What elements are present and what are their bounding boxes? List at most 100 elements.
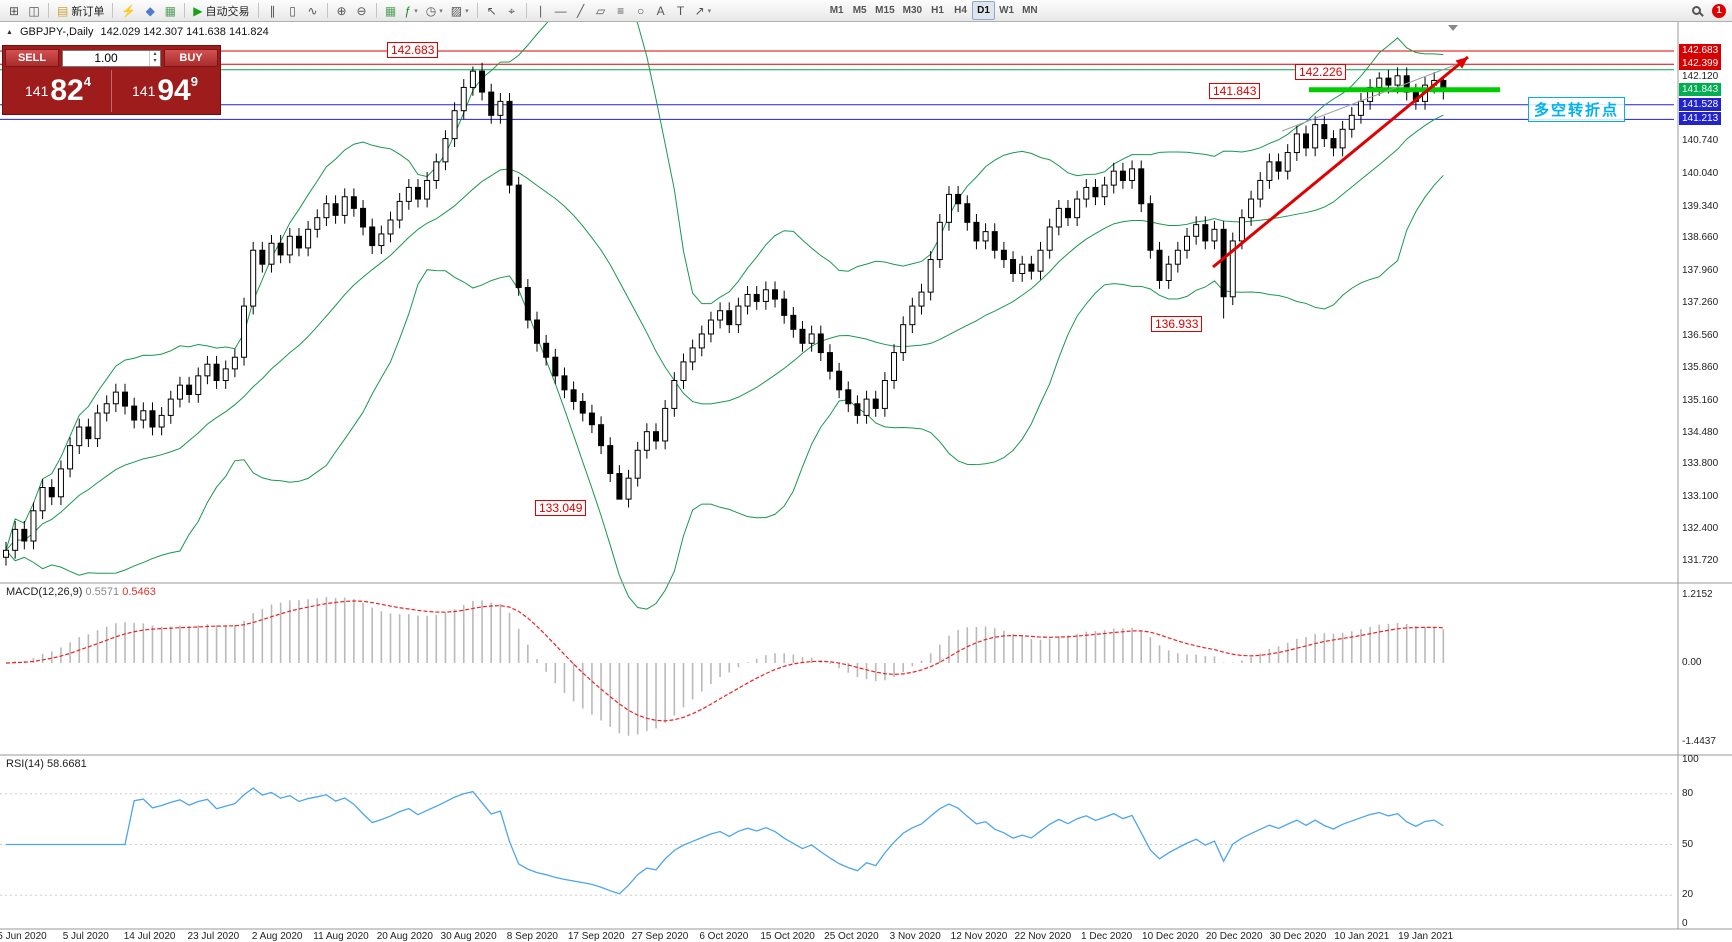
lot-down-icon[interactable]: ▾ xyxy=(153,58,157,64)
toolbar-separator xyxy=(48,3,49,18)
arrows-button[interactable]: ↗ ▾ xyxy=(691,1,716,20)
horizontal-line-button[interactable]: — xyxy=(551,1,571,20)
date-label: 5 Jun 2020 xyxy=(0,931,47,942)
macd-scale-zero: 0.00 xyxy=(1682,657,1702,668)
lot-up-icon[interactable]: ▴ xyxy=(153,51,157,57)
macd-value: 0.5571 xyxy=(85,586,120,598)
toolbar-separator xyxy=(184,3,186,18)
price-tick: 132.400 xyxy=(1682,523,1719,535)
sell-price: 141 82 4 xyxy=(5,70,112,112)
price-annotation[interactable]: 136.933 xyxy=(1151,316,1203,332)
date-label: 30 Dec 2020 xyxy=(1269,931,1327,942)
price-annotation[interactable]: 142.683 xyxy=(387,42,439,58)
bar-chart-icon: ∥ xyxy=(269,3,276,18)
channel-icon: ▱ xyxy=(595,3,606,18)
timeframe-w1[interactable]: W1 xyxy=(999,5,1015,16)
label-button[interactable]: T xyxy=(671,1,691,20)
script-button[interactable]: ⚡ xyxy=(117,1,140,20)
periods-button[interactable]: ◷ ▾ xyxy=(422,1,447,20)
date-label: 10 Jan 2021 xyxy=(1334,931,1390,942)
new-chart-icon: ⊞ xyxy=(8,3,20,18)
timeframe-m30[interactable]: M30 xyxy=(902,5,923,16)
collapse-triangle-icon[interactable]: ▲ xyxy=(6,28,13,36)
timeframe-d1[interactable]: D1 xyxy=(972,1,996,20)
candlestick-chart-button[interactable]: ▯ xyxy=(283,1,303,20)
price-annotation[interactable]: 133.049 xyxy=(535,500,587,516)
tile-windows-button[interactable]: ▦ xyxy=(381,1,401,20)
toolbar-separator xyxy=(476,3,478,18)
templates-button[interactable]: ▨ ▾ xyxy=(447,1,473,20)
fibonacci-button[interactable]: ≡ xyxy=(611,1,631,20)
date-label: 25 Oct 2020 xyxy=(824,931,879,942)
price-annotation[interactable]: 142.226 xyxy=(1295,64,1347,80)
new-order-button[interactable]: ▤ 新订单 xyxy=(53,1,108,20)
periods-icon: ◷ xyxy=(425,3,437,18)
search-icon xyxy=(1691,6,1701,15)
trendline-button[interactable]: ╱ xyxy=(571,1,591,20)
zoom-out-button[interactable]: ⊖ xyxy=(352,1,372,20)
timeframe-mn[interactable]: MN xyxy=(1022,5,1038,16)
auto-trading-button[interactable]: ▶ 自动交易 xyxy=(189,1,253,20)
timeframe-h4[interactable]: H4 xyxy=(954,5,967,16)
sell-price-pips: 82 xyxy=(50,74,84,107)
buy-button[interactable]: BUY xyxy=(164,49,218,67)
price-tick: 138.660 xyxy=(1682,232,1719,244)
search-button[interactable] xyxy=(1686,1,1706,20)
turning-point-note[interactable]: 多空转折点 xyxy=(1528,97,1626,122)
vertical-line-button[interactable]: ∣ xyxy=(531,1,551,20)
timeframe-m5[interactable]: M5 xyxy=(852,5,867,16)
history-button[interactable]: ◆ xyxy=(140,1,160,20)
date-label: 8 Sep 2020 xyxy=(506,931,558,942)
rsi-scale-tick: 100 xyxy=(1682,754,1699,765)
new-chart-button[interactable]: ⊞ xyxy=(4,1,24,20)
vertical-line-icon: ∣ xyxy=(537,3,544,18)
text-button[interactable]: A xyxy=(651,1,671,20)
rsi-value: 58.6681 xyxy=(46,758,87,770)
buy-price: 141 94 9 xyxy=(112,70,218,112)
terminal-button[interactable]: ▦ xyxy=(160,1,180,20)
chart-ohlc-header: ▲ GBPJPY-,Daily 142.029 142.307 141.638 … xyxy=(6,26,269,38)
sell-button[interactable]: SELL xyxy=(5,49,59,67)
lot-size-input[interactable]: 1.00 ▴ ▾ xyxy=(62,49,161,67)
notification-badge[interactable]: 1 xyxy=(1712,3,1726,18)
sell-price-prefix: 141 xyxy=(25,83,49,99)
timeframe-m1[interactable]: M1 xyxy=(829,5,844,16)
shapes-button[interactable]: ○ xyxy=(631,1,651,20)
chart-profiles-icon: ◫ xyxy=(28,3,40,18)
price-annotation[interactable]: 141.843 xyxy=(1209,83,1261,99)
line-chart-button[interactable]: ∿ xyxy=(303,1,323,20)
zoom-in-button[interactable]: ⊕ xyxy=(332,1,352,20)
price-tick: 137.960 xyxy=(1682,264,1719,276)
macd-signal-value: 0.5463 xyxy=(122,586,156,598)
rsi-scale-tick: 50 xyxy=(1682,838,1694,850)
toolbar: ⊞ ◫ ▤ 新订单 ⚡ ◆ ▦ ▶ 自动交易 ∥ ▯ ∿ ⊕ ⊖ ▦ ƒ ▾ ◷ ▾ ▨ ▾ ↖ ⌖ ∣ — ╱ ▱ ≡ ○ A T ↗ ▾ M1… xyxy=(0,0,1732,22)
arrows-icon: ↗ xyxy=(694,3,705,18)
rsi-title: RSI(14) 58.6681 xyxy=(6,758,87,770)
buy-price-pips: 94 xyxy=(157,74,191,107)
chart-profiles-button[interactable]: ◫ xyxy=(24,1,44,20)
price-tick: 137.260 xyxy=(1682,297,1719,309)
price-badge: 142.683 xyxy=(1679,44,1722,57)
date-label: 5 Jul 2020 xyxy=(62,931,109,942)
ohlc-values: 142.029 142.307 141.638 141.824 xyxy=(100,26,269,38)
lot-spinner[interactable]: ▴ ▾ xyxy=(149,50,160,66)
templates-icon: ▨ xyxy=(450,3,463,18)
date-label: 2 Aug 2020 xyxy=(251,931,303,942)
channel-button[interactable]: ▱ xyxy=(591,1,611,20)
zoom-in-icon: ⊕ xyxy=(336,3,347,18)
timeframe-group: M1 M5 M15 M30 H1 H4 D1 W1 MN xyxy=(825,1,1041,20)
price-tick: 139.340 xyxy=(1682,200,1719,212)
bar-chart-button[interactable]: ∥ xyxy=(263,1,283,20)
timeframe-h1[interactable]: H1 xyxy=(931,5,944,16)
cursor-button[interactable]: ↖ xyxy=(482,1,502,20)
one-click-trading-panel: SELL 1.00 ▴ ▾ BUY 141 82 4 141 94 9 xyxy=(2,45,221,115)
price-badge: 141.843 xyxy=(1679,83,1722,97)
shapes-icon: ○ xyxy=(636,3,645,18)
crosshair-button[interactable]: ⌖ xyxy=(502,1,522,20)
indicators-button[interactable]: ƒ ▾ xyxy=(401,1,422,20)
timeframe-m15[interactable]: M15 xyxy=(875,5,895,16)
script-icon: ⚡ xyxy=(121,3,137,18)
crosshair-icon: ⌖ xyxy=(508,3,515,18)
